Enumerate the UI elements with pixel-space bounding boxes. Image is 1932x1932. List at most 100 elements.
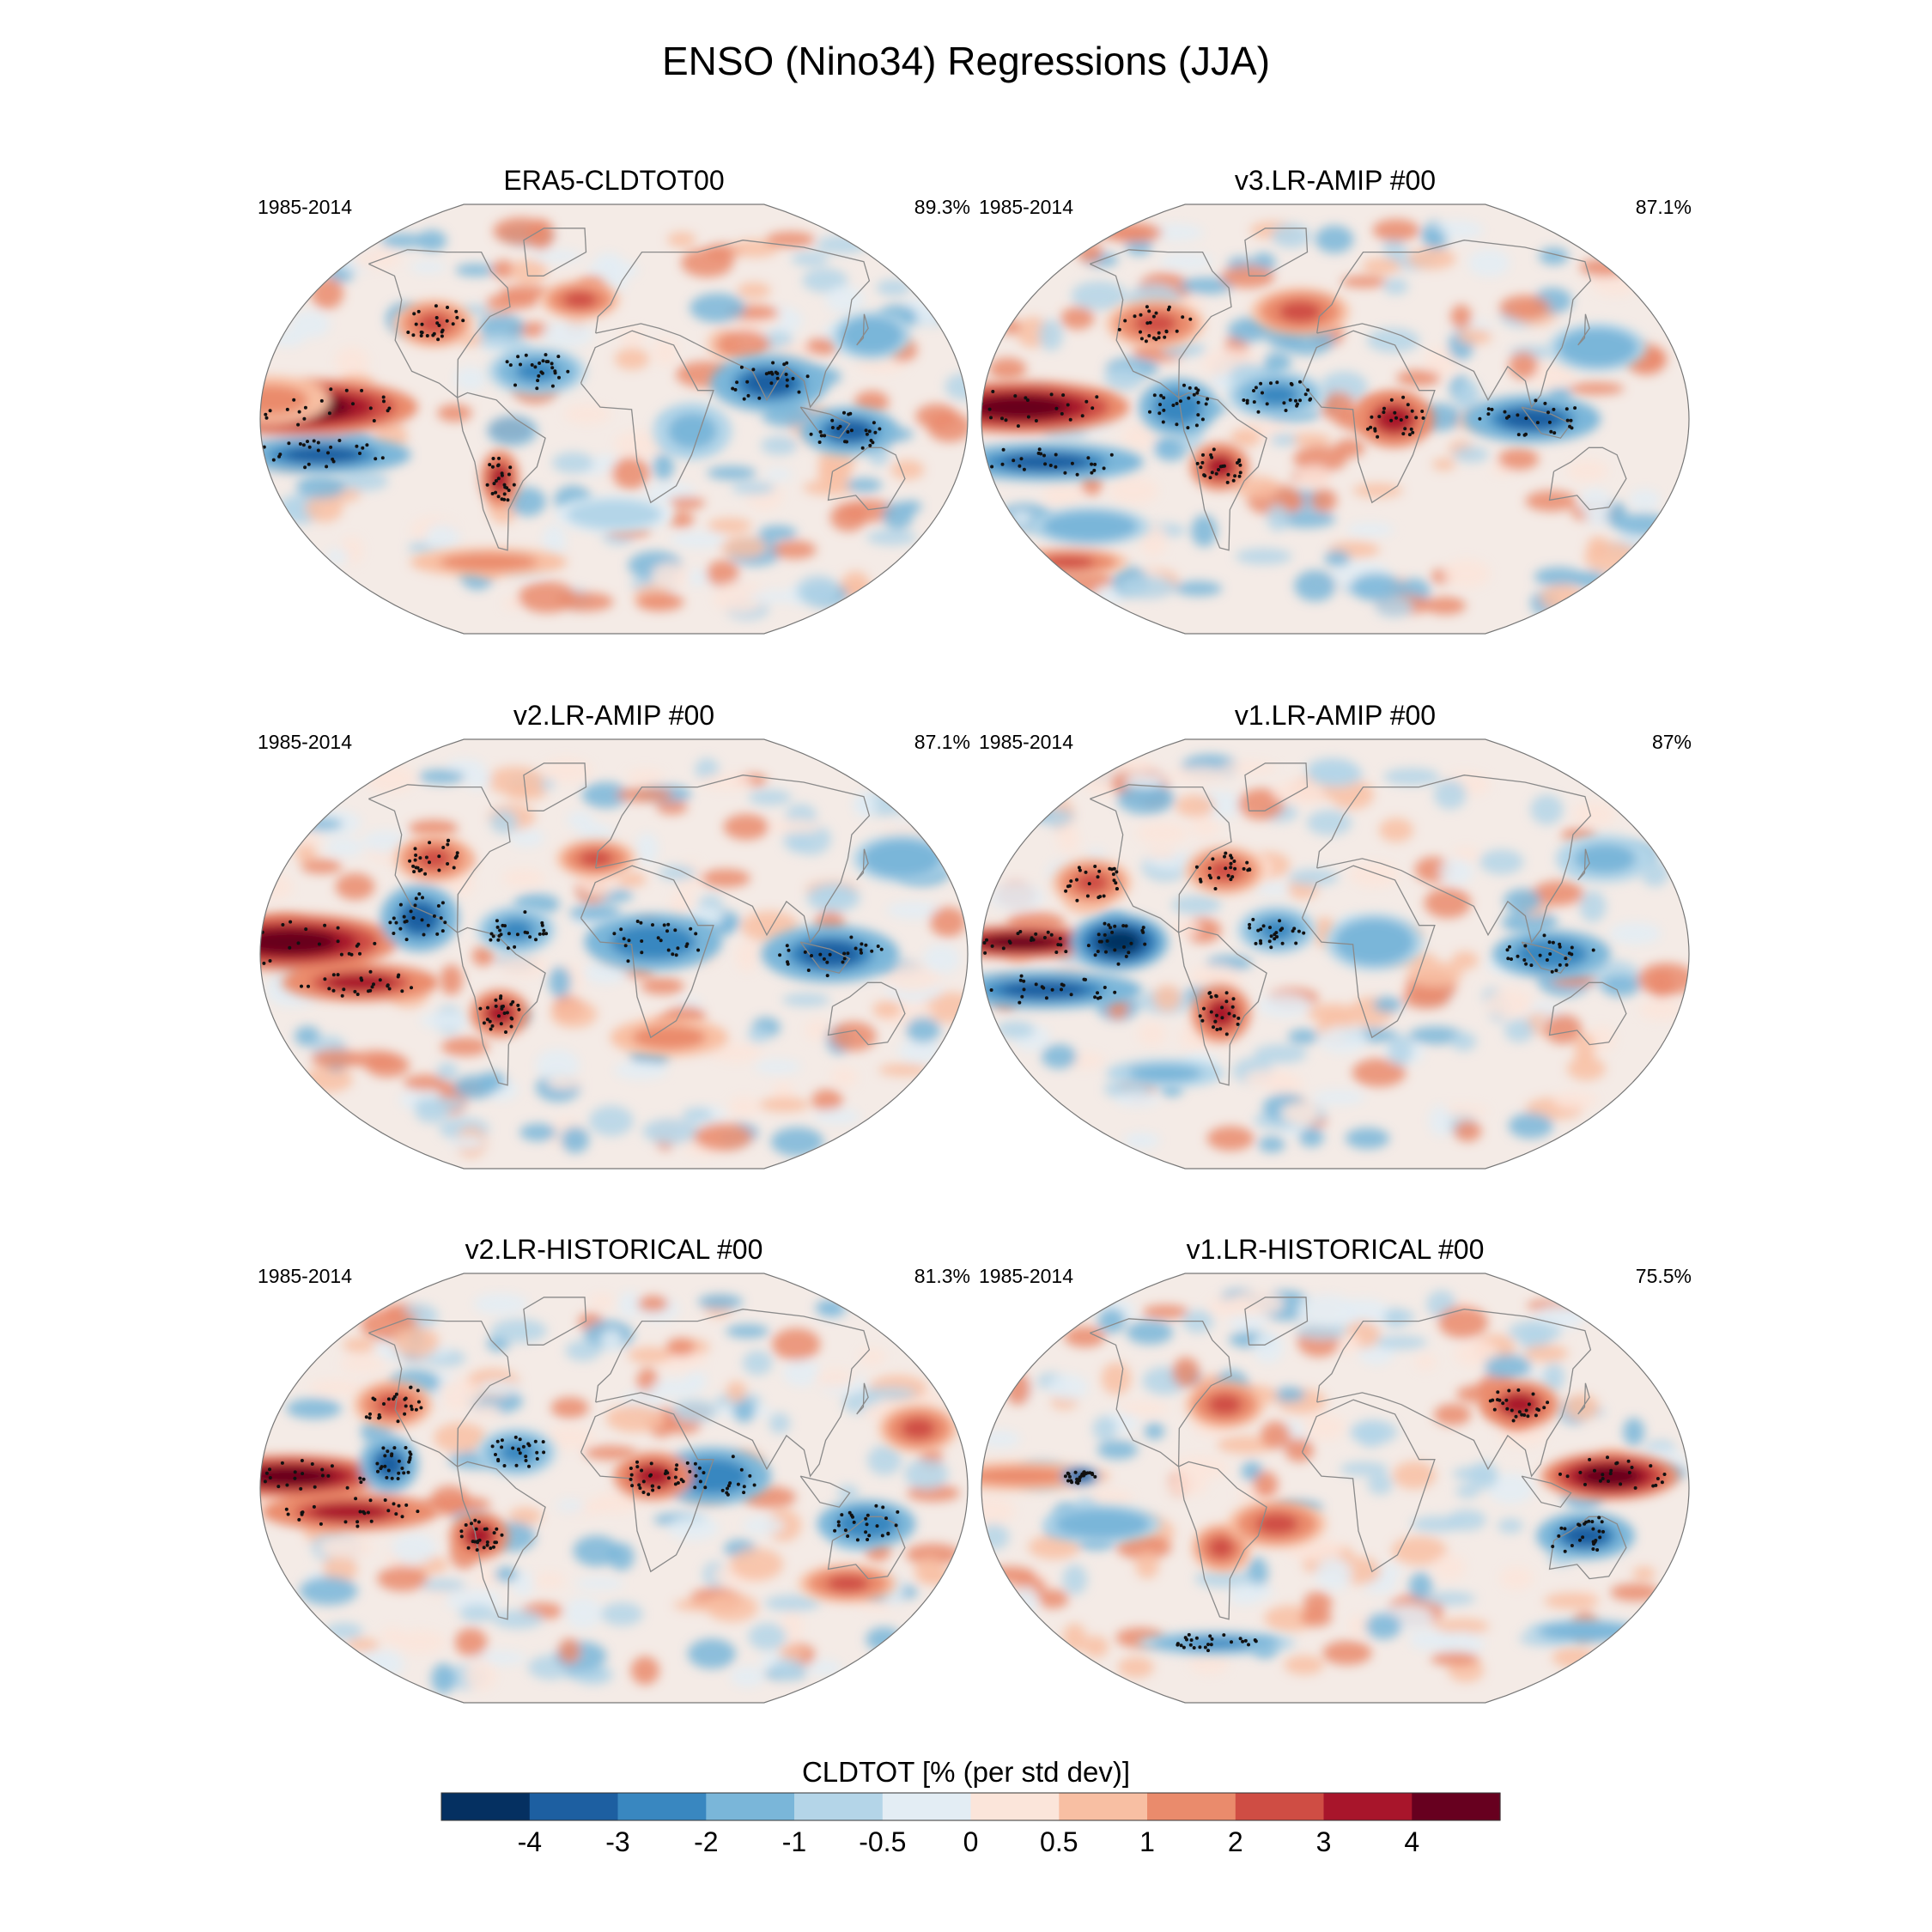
significance-dot bbox=[1097, 896, 1101, 900]
significance-dot bbox=[1066, 1479, 1070, 1483]
coastline bbox=[1301, 1399, 1436, 1573]
significance-dot bbox=[417, 892, 422, 896]
significance-dot bbox=[626, 959, 630, 963]
significance-dot bbox=[327, 987, 331, 991]
anomaly-contour bbox=[1207, 1394, 1242, 1415]
significance-dot bbox=[287, 441, 291, 446]
significance-dot bbox=[435, 321, 440, 325]
significance-dot bbox=[414, 854, 418, 857]
significance-dot bbox=[1225, 480, 1230, 484]
anomaly-blob bbox=[1450, 304, 1472, 330]
anomaly-blob bbox=[1424, 887, 1472, 919]
significance-dot bbox=[1524, 962, 1528, 966]
anomaly-blob bbox=[884, 963, 942, 992]
anomaly-blob bbox=[1499, 1566, 1534, 1590]
significance-dot bbox=[1059, 943, 1063, 947]
significance-dot bbox=[454, 309, 459, 313]
anomaly-blob bbox=[349, 1050, 401, 1068]
anomaly-blob bbox=[1083, 1635, 1109, 1658]
coastline bbox=[1577, 848, 1590, 881]
anomaly-blob bbox=[813, 1109, 860, 1125]
anomaly-blob bbox=[1373, 996, 1402, 1013]
significance-dot bbox=[502, 497, 507, 501]
significance-dot bbox=[407, 1460, 411, 1464]
significance-dot bbox=[1558, 942, 1562, 946]
anomaly-blob bbox=[981, 1523, 1010, 1550]
anomaly-blob bbox=[1005, 1372, 1031, 1406]
anomaly-blob bbox=[1467, 249, 1510, 277]
significance-dot bbox=[1607, 1479, 1610, 1483]
map-panel: v2.LR-AMIP #00 1985-2014 87.1% bbox=[258, 700, 970, 1170]
anomaly-blob bbox=[687, 1638, 736, 1669]
significance-dot bbox=[1649, 1464, 1653, 1468]
significance-dot bbox=[343, 1520, 348, 1524]
significance-dot bbox=[866, 1538, 870, 1541]
anomaly-blob bbox=[1263, 352, 1291, 374]
anomaly-blob bbox=[1253, 1331, 1284, 1364]
significance-dot bbox=[1202, 1006, 1206, 1011]
significance-dot bbox=[1558, 963, 1562, 967]
significance-dot bbox=[728, 1481, 732, 1485]
significance-dot bbox=[1079, 1473, 1084, 1478]
anomaly-contour bbox=[1074, 872, 1109, 893]
significance-dot bbox=[381, 395, 386, 399]
significance-dot bbox=[331, 988, 336, 993]
significance-dot bbox=[656, 936, 660, 940]
panel-title: ERA5-CLDTOT00 bbox=[503, 165, 725, 196]
pattern-correlation: 81.3% bbox=[914, 1265, 970, 1287]
significance-dot bbox=[1196, 388, 1200, 392]
anomaly-blob bbox=[989, 883, 1044, 912]
anomaly-blob bbox=[1532, 880, 1584, 906]
significance-dot bbox=[733, 387, 738, 392]
significance-dot bbox=[1226, 472, 1230, 477]
significance-dot bbox=[1535, 421, 1540, 425]
significance-dot bbox=[327, 411, 331, 416]
significance-dot bbox=[376, 1469, 380, 1473]
significance-dot bbox=[1069, 879, 1073, 884]
significance-dot bbox=[1092, 468, 1097, 472]
anomaly-blob bbox=[471, 945, 495, 967]
significance-dot bbox=[439, 916, 443, 920]
anomaly-blob bbox=[649, 1379, 700, 1398]
significance-dot bbox=[284, 1507, 289, 1511]
significance-dot bbox=[298, 442, 302, 446]
anomaly-blob bbox=[1468, 1461, 1498, 1490]
significance-dot bbox=[1198, 1645, 1202, 1649]
significance-dot bbox=[361, 1477, 366, 1481]
significance-dot bbox=[1194, 865, 1199, 869]
anomaly-blob bbox=[709, 1042, 762, 1062]
significance-dot bbox=[502, 1012, 507, 1015]
significance-dot bbox=[693, 1485, 697, 1490]
significance-dot bbox=[630, 1484, 635, 1488]
colorbar-tick-label: 0.5 bbox=[1040, 1826, 1078, 1857]
significance-dot bbox=[1214, 994, 1218, 999]
anomaly-blob bbox=[1277, 510, 1336, 528]
significance-dot bbox=[1506, 957, 1510, 961]
significance-dot bbox=[791, 376, 795, 380]
coastline bbox=[827, 1516, 906, 1580]
significance-dot bbox=[490, 1024, 495, 1028]
significance-dot bbox=[268, 409, 272, 413]
significance-dot bbox=[884, 1516, 888, 1521]
significance-dot bbox=[785, 378, 789, 382]
anomaly-blob bbox=[299, 817, 343, 830]
significance-dot bbox=[825, 960, 829, 964]
anomaly-contour bbox=[1583, 848, 1627, 870]
anomaly-contour bbox=[1376, 406, 1412, 432]
significance-dot bbox=[650, 1484, 654, 1488]
significance-dot bbox=[355, 1520, 360, 1524]
significance-dot bbox=[453, 856, 458, 860]
anomaly-blob bbox=[1010, 511, 1033, 526]
anomaly-blob bbox=[497, 954, 548, 978]
significance-dot bbox=[293, 1476, 297, 1480]
significance-dot bbox=[1212, 447, 1216, 452]
anomaly-blob bbox=[295, 844, 317, 863]
significance-dot bbox=[1209, 1643, 1213, 1647]
anomaly-blob bbox=[1260, 1421, 1291, 1449]
significance-dot bbox=[1507, 1388, 1511, 1393]
anomaly-blob bbox=[840, 499, 896, 523]
significance-dot bbox=[1232, 1014, 1236, 1018]
significance-dot bbox=[1093, 462, 1097, 466]
significance-dot bbox=[319, 398, 324, 403]
significance-dot bbox=[1090, 471, 1094, 475]
